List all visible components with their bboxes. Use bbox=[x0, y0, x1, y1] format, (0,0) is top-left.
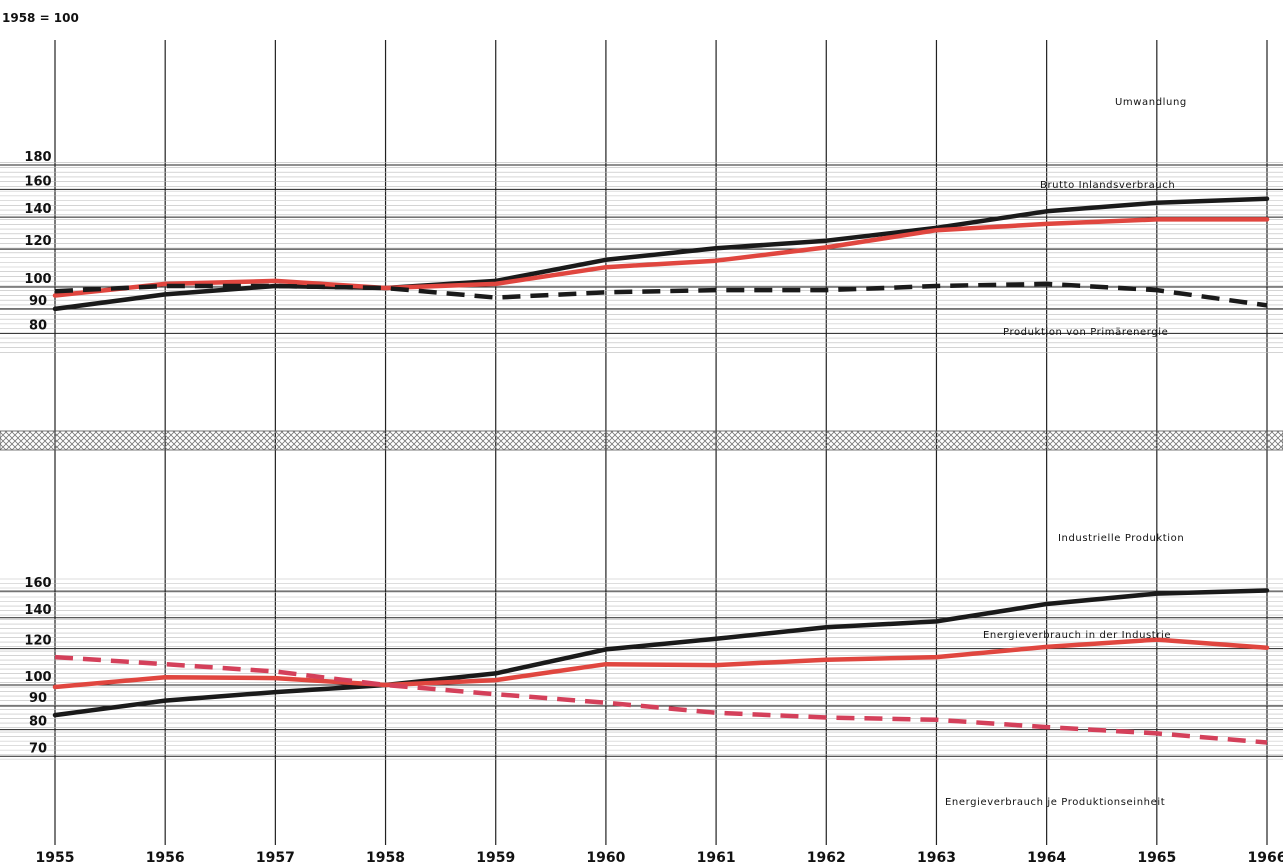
x-tick-label: 1966 bbox=[1248, 850, 1283, 865]
y-tick-label: 70 bbox=[29, 741, 47, 756]
series-labels: Umwandlung Brutto Inlandsverbrauch Produkt… bbox=[945, 97, 1187, 808]
x-tick-labels: 1955 1956 1957 1958 1959 1960 1961 1962 1963 1964… bbox=[36, 850, 1283, 865]
x-tick-label: 1956 bbox=[146, 850, 185, 865]
y-tick-label: 120 bbox=[24, 234, 51, 249]
series-label: Energieverbrauch in der Industrie bbox=[983, 630, 1171, 641]
series-line bbox=[54, 654, 1268, 745]
y-tick-labels: 80 90 100 120 140 160 180 70 80 90 100 120 140 160 bbox=[24, 150, 51, 756]
series-label: Industrielle Produktion bbox=[1058, 533, 1184, 544]
y-tick-label: 160 bbox=[24, 174, 51, 189]
series-line bbox=[52, 588, 1270, 718]
y-tick-label: 90 bbox=[29, 294, 47, 309]
series-label: Umwandlung bbox=[1115, 97, 1187, 108]
y-tick-label: 90 bbox=[29, 691, 47, 706]
series-label: Brutto Inlandsverbrauch bbox=[1040, 180, 1175, 191]
x-tick-label: 1957 bbox=[256, 850, 295, 865]
series-line bbox=[52, 196, 1270, 312]
series-label: Energieverbrauch je Produktionseinheit bbox=[945, 797, 1165, 808]
y-tick-label: 120 bbox=[24, 634, 51, 649]
y-tick-label: 80 bbox=[29, 715, 47, 730]
y-tick-label: 100 bbox=[24, 272, 51, 287]
series-line bbox=[54, 281, 1268, 308]
y-tick-label: 160 bbox=[24, 576, 51, 591]
x-tick-label: 1963 bbox=[917, 850, 956, 865]
index-base-label: 1958 = 100 bbox=[2, 11, 79, 25]
y-tick-label: 100 bbox=[24, 670, 51, 685]
data-series bbox=[52, 196, 1270, 745]
x-tick-label: 1955 bbox=[36, 850, 75, 865]
y-tick-label: 180 bbox=[24, 150, 51, 165]
series-label: Produktion von Primärenergie bbox=[1003, 327, 1168, 338]
series-line bbox=[52, 637, 1270, 690]
x-tick-label: 1960 bbox=[586, 850, 625, 865]
y-tick-label: 140 bbox=[24, 202, 51, 217]
gridlines bbox=[0, 40, 1283, 845]
x-tick-label: 1959 bbox=[476, 850, 515, 865]
axis-break-band bbox=[0, 430, 1283, 451]
x-tick-label: 1965 bbox=[1137, 850, 1176, 865]
y-tick-label: 80 bbox=[29, 318, 47, 333]
x-tick-label: 1964 bbox=[1027, 850, 1066, 865]
x-tick-label: 1961 bbox=[697, 850, 736, 865]
y-tick-label: 140 bbox=[24, 603, 51, 618]
series-line bbox=[52, 217, 1270, 298]
x-tick-label: 1958 bbox=[366, 850, 405, 865]
x-tick-label: 1962 bbox=[807, 850, 846, 865]
